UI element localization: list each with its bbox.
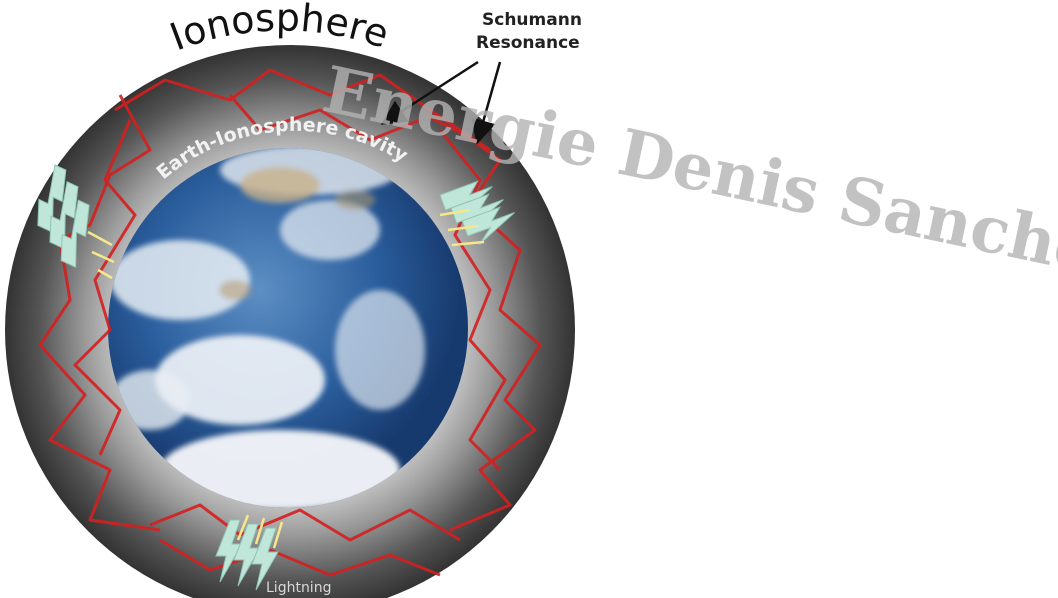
schumann-callout: Schumann Resonance xyxy=(380,10,582,145)
lightning-arrows-bottom xyxy=(236,514,284,549)
lightning-arrows-right xyxy=(439,208,485,247)
wave-paths xyxy=(38,68,542,577)
lightning-arrows-left xyxy=(87,230,115,280)
callout-arrow-icon xyxy=(380,60,479,125)
lightning-label: Lightning xyxy=(266,580,331,596)
lightning-bolt-icon-bottom xyxy=(215,519,279,591)
callout-arrow-icon-2 xyxy=(471,61,502,145)
lightning-bolt-icon-left xyxy=(37,164,90,269)
callout-line-2: Resonance xyxy=(476,33,580,53)
earth-globe-icon xyxy=(108,148,468,508)
callout-line-1: Schumann xyxy=(482,10,582,30)
lightning-bolt-icon-right xyxy=(439,180,515,245)
